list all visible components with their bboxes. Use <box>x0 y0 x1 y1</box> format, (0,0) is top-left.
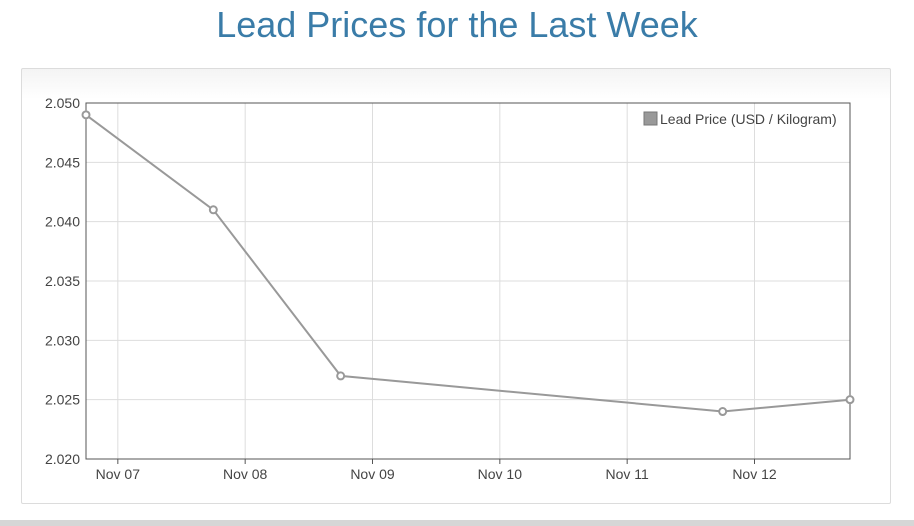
axes: 2.050 2.045 2.040 2.035 2.030 2.025 2.020 Nov 0… <box>45 95 851 482</box>
legend: Lead Price (USD / Kilogram) <box>643 111 837 127</box>
data-points <box>81 110 855 417</box>
x-tick-label: Nov 08 <box>223 466 268 482</box>
x-tick-label: Nov 09 <box>350 466 395 482</box>
data-point[interactable] <box>845 395 855 405</box>
y-tick-label: 2.035 <box>45 273 80 289</box>
y-tick-label: 2.050 <box>45 95 80 111</box>
y-tick-label: 2.045 <box>45 154 80 170</box>
bottom-divider <box>0 520 914 526</box>
y-tick-label: 2.020 <box>45 451 80 467</box>
chart-panel <box>21 68 891 504</box>
y-tick-label: 2.040 <box>45 214 80 230</box>
y-tick-label: 2.025 <box>45 392 80 408</box>
series-line <box>85 114 851 413</box>
data-point[interactable] <box>718 407 728 417</box>
legend-label: Lead Price (USD / Kilogram) <box>660 111 837 127</box>
x-tick-label: Nov 07 <box>96 466 141 482</box>
data-point[interactable] <box>208 205 218 215</box>
x-tick-label: Nov 11 <box>606 466 650 482</box>
grid <box>86 102 850 460</box>
plot-frame <box>85 102 851 460</box>
y-tick-label: 2.030 <box>45 332 80 348</box>
data-point[interactable] <box>336 371 346 381</box>
x-tick-label: Nov 10 <box>478 466 523 482</box>
legend-swatch <box>643 111 658 126</box>
x-tick-label: Nov 12 <box>732 466 777 482</box>
series-lines <box>85 114 851 413</box>
data-point[interactable] <box>81 110 91 120</box>
page-title: Lead Prices for the Last Week <box>216 4 698 45</box>
